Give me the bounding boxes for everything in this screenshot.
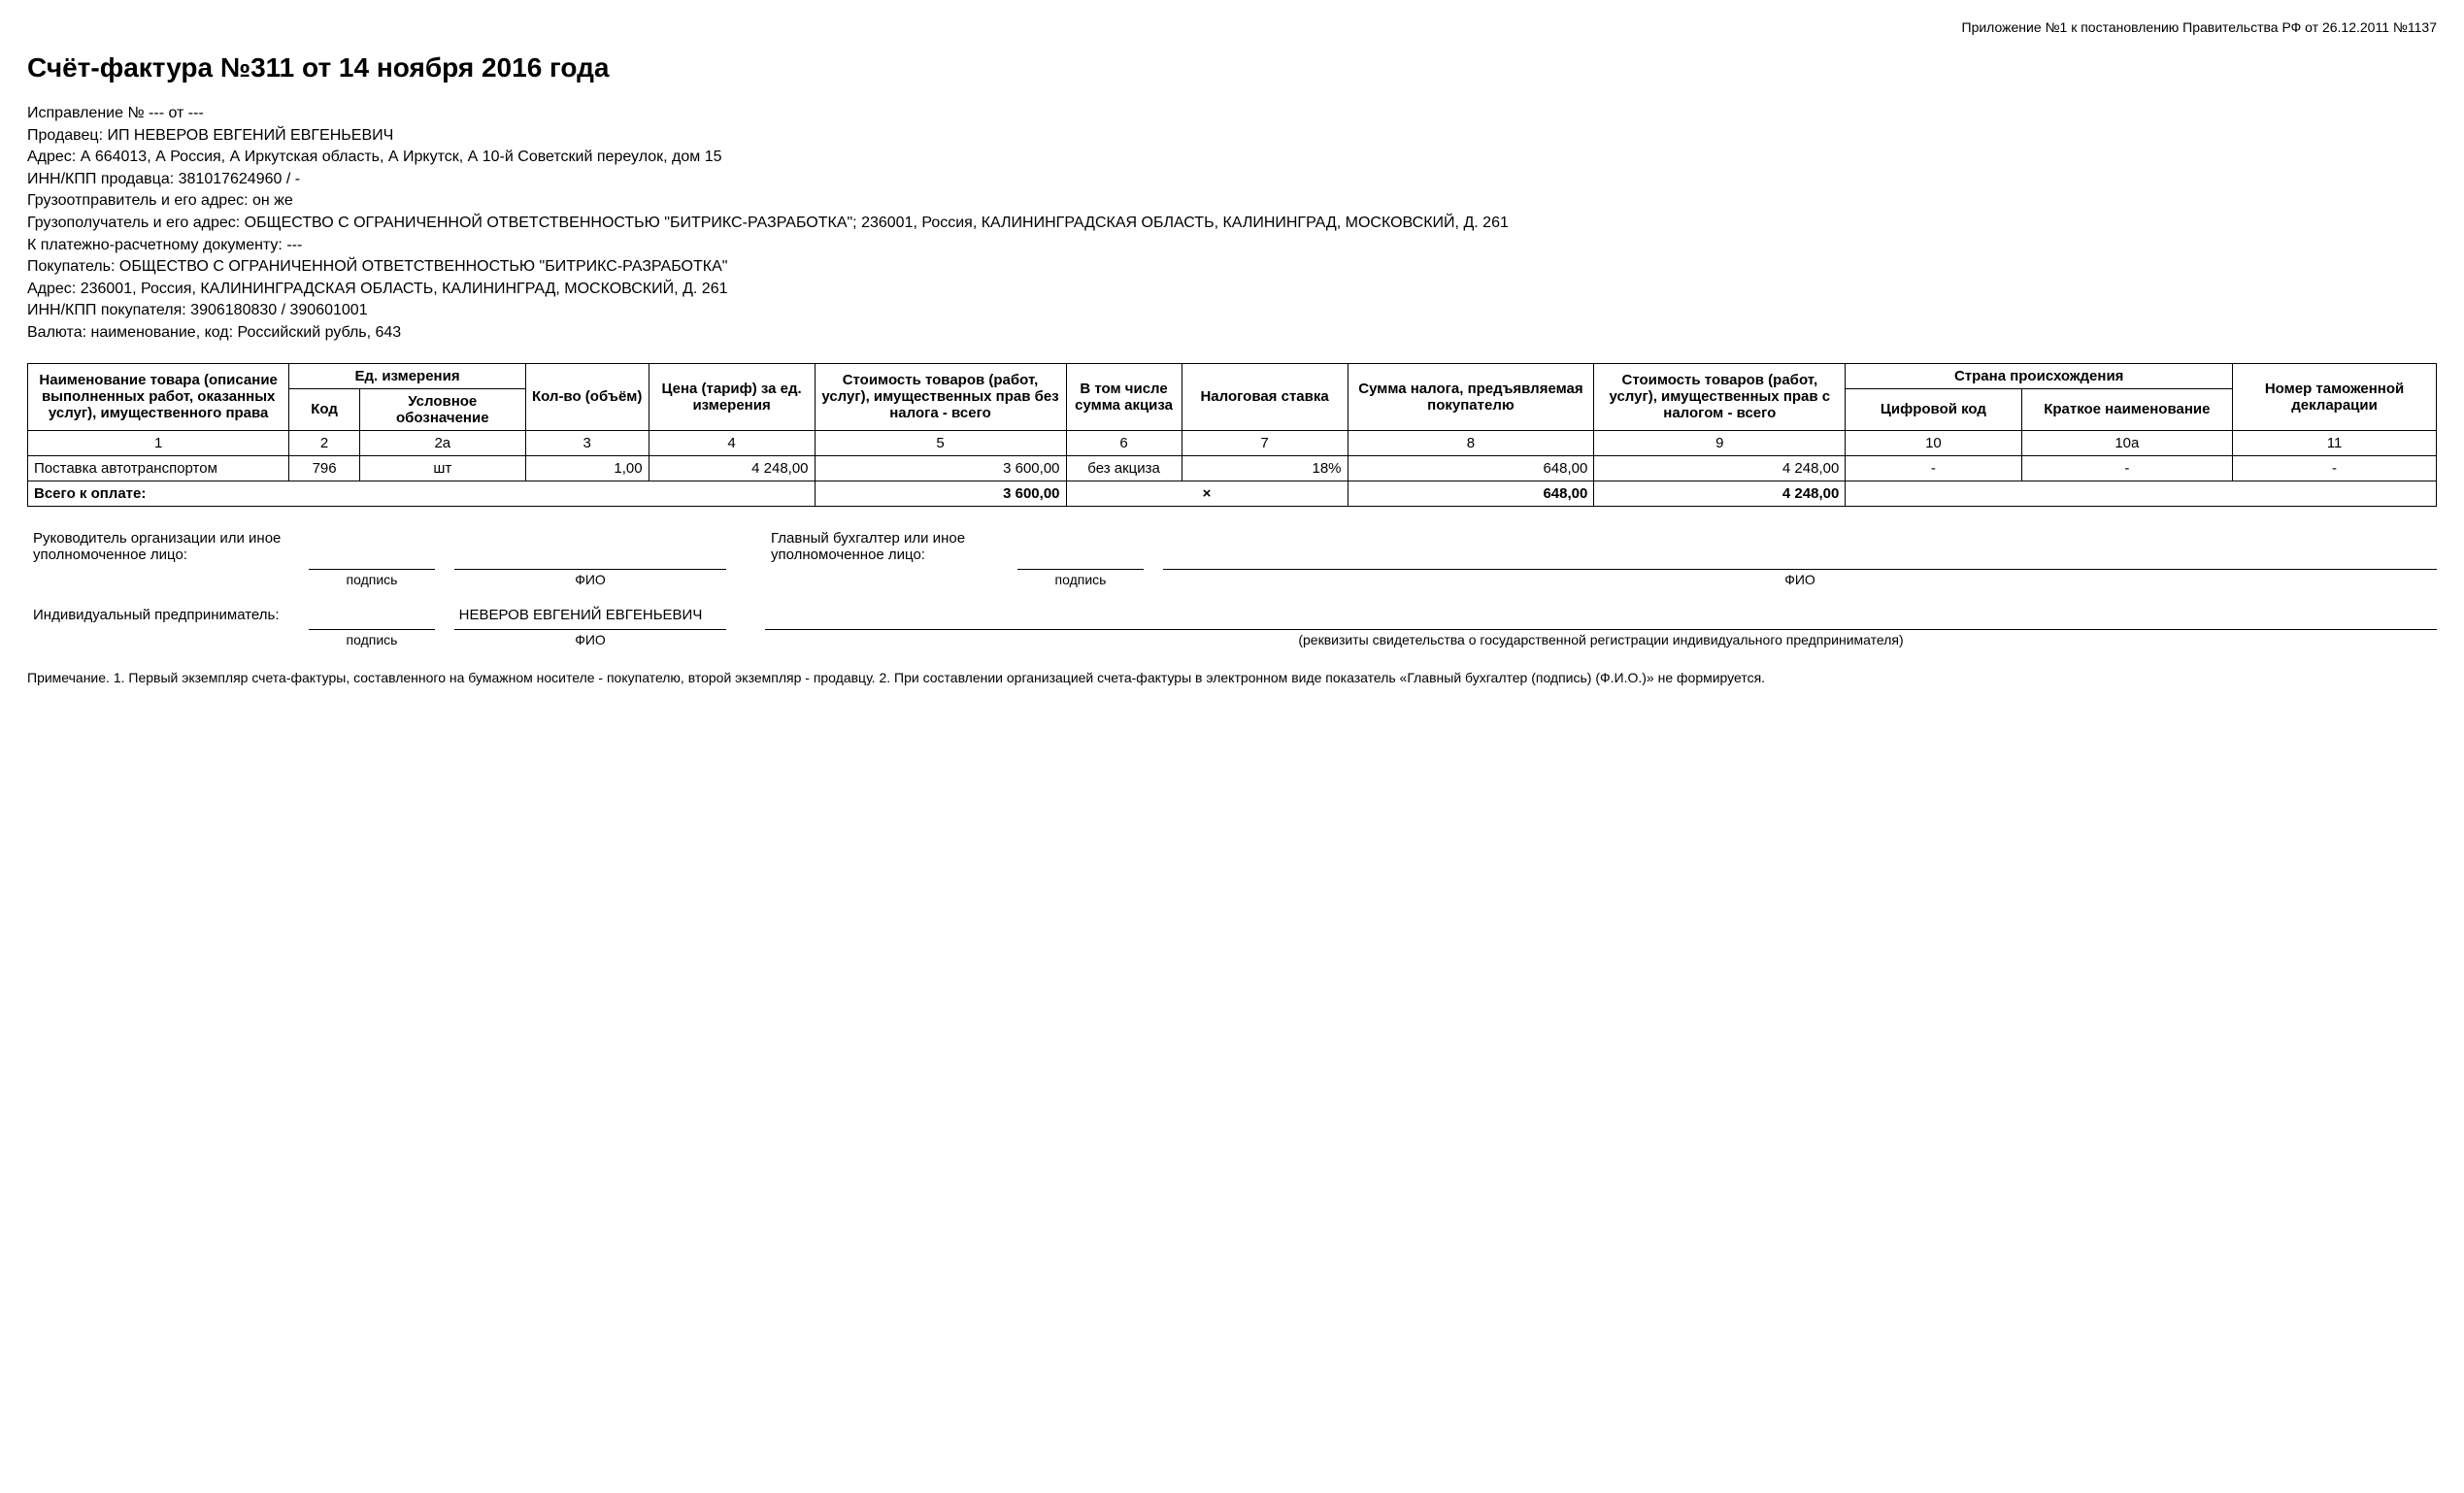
th-customs: Номер таможенной декларации [2233,363,2437,430]
cell-tax-sum: 648,00 [1348,455,1594,481]
ip-name: НЕВЕРОВ ЕВГЕНИЙ ЕВГЕНЬЕВИЧ [435,607,726,623]
cell-customs: - [2233,455,2437,481]
th-cost-with-tax: Стоимость товаров (работ, услуг), имущес… [1594,363,1846,430]
cell-price: 4 248,00 [649,455,815,481]
caption-sign: подпись [309,569,435,587]
info-consignee: Грузополучатель и его адрес: ОБЩЕСТВО С … [27,213,2437,234]
colnum: 2а [359,430,525,455]
caption-fio: ФИО [1163,569,2437,587]
cell-cost-with-tax: 4 248,00 [1594,455,1846,481]
colnum: 9 [1594,430,1846,455]
th-tax-sum: Сумма налога, предъявляемая покупателю [1348,363,1594,430]
total-label: Всего к оплате: [28,481,816,506]
colnum: 2 [289,430,360,455]
cell-qty: 1,00 [525,455,649,481]
director-label: Руководитель организации или иное уполно… [27,528,309,563]
table-column-numbers: 1 2 2а 3 4 5 6 7 8 9 10 10а 11 [28,430,2437,455]
ip-label: Индивидуальный предприниматель: [27,605,309,623]
cell-name: Поставка автотранспортом [28,455,289,481]
th-excise: В том числе сумма акциза [1066,363,1182,430]
th-name: Наименование товара (описание выполненны… [28,363,289,430]
cell-unit-name: шт [359,455,525,481]
info-payment-doc: К платежно-расчетному документу: --- [27,235,2437,256]
cell-unit-code: 796 [289,455,360,481]
info-seller-address: Адрес: А 664013, А Россия, А Иркутская о… [27,147,2437,168]
colnum: 7 [1182,430,1348,455]
info-shipper: Грузоотправитель и его адрес: он же [27,190,2437,212]
th-unit-group: Ед. измерения [289,363,525,388]
page-title: Счёт-фактура №311 от 14 ноября 2016 года [27,52,2437,83]
cell-tax-rate: 18% [1182,455,1348,481]
total-cost-with-tax: 4 248,00 [1594,481,1846,506]
th-unit-name: Условное обозначение [359,388,525,430]
th-country-name: Краткое наименование [2021,388,2233,430]
signature-area: Руководитель организации или иное уполно… [27,528,2437,647]
th-country-code: Цифровой код [1846,388,2021,430]
total-empty [1846,481,2437,506]
cell-excise: без акциза [1066,455,1182,481]
table-row: Поставка автотранспортом 796 шт 1,00 4 2… [28,455,2437,481]
colnum: 10 [1846,430,2021,455]
cell-cost-no-tax: 3 600,00 [815,455,1066,481]
info-block: Исправление № --- от --- Продавец: ИП НЕ… [27,103,2437,344]
info-correction: Исправление № --- от --- [27,103,2437,124]
colnum: 4 [649,430,815,455]
total-mid: × [1066,481,1348,506]
total-cost-no-tax: 3 600,00 [815,481,1066,506]
caption-ip-req: (реквизиты свидетельства о государственн… [765,629,2437,647]
appendix-note: Приложение №1 к постановлению Правительс… [27,19,2437,35]
info-buyer: Покупатель: ОБЩЕСТВО С ОГРАНИЧЕННОЙ ОТВЕ… [27,256,2437,278]
cell-country-code: - [1846,455,2021,481]
table-header-row-1: Наименование товара (описание выполненны… [28,363,2437,388]
info-seller-inn: ИНН/КПП продавца: 381017624960 / - [27,169,2437,190]
colnum: 6 [1066,430,1182,455]
caption-sign: подпись [309,629,435,647]
colnum: 3 [525,430,649,455]
footnote: Примечание. 1. Первый экземпляр счета-фа… [27,669,2437,687]
th-qty: Кол-во (объём) [525,363,649,430]
info-buyer-address: Адрес: 236001, Россия, КАЛИНИНГРАДСКАЯ О… [27,279,2437,300]
total-tax-sum: 648,00 [1348,481,1594,506]
th-price: Цена (тариф) за ед. измерения [649,363,815,430]
colnum: 11 [2233,430,2437,455]
colnum: 10а [2021,430,2233,455]
invoice-table: Наименование товара (описание выполненны… [27,363,2437,507]
colnum: 1 [28,430,289,455]
caption-fio: ФИО [454,629,726,647]
th-tax-rate: Налоговая ставка [1182,363,1348,430]
cell-country-name: - [2021,455,2233,481]
colnum: 8 [1348,430,1594,455]
info-buyer-inn: ИНН/КПП покупателя: 3906180830 / 3906010… [27,300,2437,321]
th-unit-code: Код [289,388,360,430]
info-currency: Валюта: наименование, код: Российский ру… [27,322,2437,344]
table-total-row: Всего к оплате: 3 600,00 × 648,00 4 248,… [28,481,2437,506]
caption-fio: ФИО [454,569,726,587]
accountant-label: Главный бухгалтер или иное уполномоченно… [765,528,1017,563]
th-country-group: Страна происхождения [1846,363,2233,388]
caption-sign: подпись [1017,569,1144,587]
colnum: 5 [815,430,1066,455]
info-seller: Продавец: ИП НЕВЕРОВ ЕВГЕНИЙ ЕВГЕНЬЕВИЧ [27,125,2437,147]
th-cost-no-tax: Стоимость товаров (работ, услуг), имущес… [815,363,1066,430]
